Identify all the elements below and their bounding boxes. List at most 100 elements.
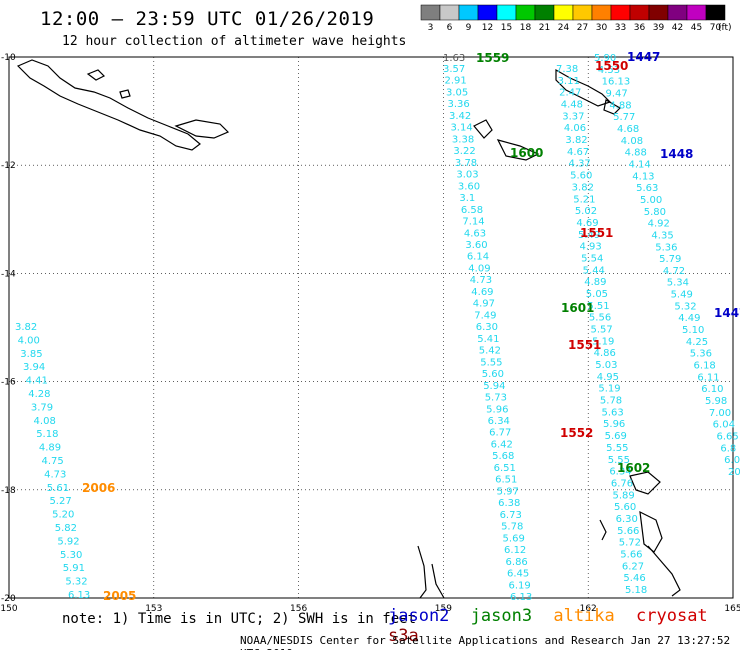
sat-altika: altika <box>553 606 615 626</box>
track-value: 2.91 <box>444 76 466 87</box>
map-subtitle: 12 hour collection of altimeter wave hei… <box>62 34 407 49</box>
track-value: 3.60 <box>458 181 480 192</box>
track-value: 4.73 <box>44 469 66 480</box>
track-value: 4.37 <box>569 159 591 170</box>
coastline <box>629 471 661 495</box>
track-value: 5.78 <box>600 396 622 407</box>
coastline <box>417 545 427 599</box>
time-label: 1552 <box>560 426 593 440</box>
sat-jason2: jason2 <box>388 606 450 626</box>
track-value: 5.19 <box>592 336 614 347</box>
track-value: 4.69 <box>576 218 598 229</box>
track-value: 3.78 <box>455 158 477 169</box>
scale-swatch <box>439 4 460 21</box>
track-value: 4.69 <box>471 287 493 298</box>
time-label: 1601 <box>561 301 594 315</box>
track-value: 4.97 <box>473 299 495 310</box>
track-value: 5.80 <box>644 207 666 218</box>
track-value: 5.55 <box>608 455 630 466</box>
scale-label: 15 <box>501 23 512 33</box>
track-value: 5.60 <box>614 502 636 513</box>
scale-swatch <box>572 4 593 21</box>
scale-swatch <box>667 4 688 21</box>
scale-swatch <box>477 4 498 21</box>
time-label: 2006 <box>82 481 115 495</box>
track-value: 6.45 <box>507 569 529 580</box>
track-value: 5.92 <box>57 536 79 547</box>
scale-label: 21 <box>539 23 550 33</box>
track-value: 4.08 <box>621 136 643 147</box>
track-value: 7.49 <box>474 310 496 321</box>
lon-tick-label: 162 <box>580 604 597 614</box>
track-value: 5.10 <box>682 325 704 336</box>
track-value: 3.85 <box>20 349 42 360</box>
scale-swatch <box>420 4 441 21</box>
lat-tick-label: -10 <box>1 53 16 63</box>
track-value: 6.18 <box>694 361 716 372</box>
track-value: 3.82 <box>565 135 587 146</box>
coastline <box>603 99 621 115</box>
track-value: 4.89 <box>39 443 61 454</box>
track-value: 6.04 <box>713 420 735 431</box>
plot-frame <box>8 56 734 599</box>
track-value: 4.06 <box>564 123 586 134</box>
time-label: 1551 <box>568 338 601 352</box>
track-value: 5.89 <box>612 490 634 501</box>
track-value: 5.97 <box>497 486 519 497</box>
track-value: 4.86 <box>594 348 616 359</box>
track-value: 6.0 <box>724 455 740 466</box>
track-value: 5.60 <box>482 369 504 380</box>
track-value: 6.13 <box>68 590 90 601</box>
sat-s3a: s3a <box>388 626 419 646</box>
track-value: 6.10 <box>701 384 723 395</box>
scale-swatch <box>648 4 669 21</box>
track-value: 6.19 <box>509 580 531 591</box>
coastline <box>431 563 445 599</box>
track-value: 6.27 <box>622 561 644 572</box>
track-value: 1.63 <box>443 53 465 64</box>
track-value: 5.41 <box>477 334 499 345</box>
track-value: 7.00 <box>709 408 731 419</box>
track-value: 9.47 <box>605 88 627 99</box>
lat-tick-label: -14 <box>1 269 16 279</box>
track-value: 4.28 <box>28 389 50 400</box>
time-label: 1559 <box>476 51 509 65</box>
track-value: 4.89 <box>584 277 606 288</box>
lat-tick-label: -20 <box>1 594 16 604</box>
track-value: 5.82 <box>55 523 77 534</box>
track-value: 4.35 <box>651 230 673 241</box>
track-value: 5.90 <box>594 53 616 64</box>
track-value: 5.72 <box>619 538 641 549</box>
scale-label: 18 <box>520 23 532 33</box>
track-value: 5.98 <box>705 396 727 407</box>
track-value: 5.96 <box>603 419 625 430</box>
scale-swatch <box>553 4 574 21</box>
coastline <box>473 119 493 139</box>
track-value: 6.14 <box>467 252 489 263</box>
track-value: 3.57 <box>443 64 465 75</box>
scale-swatch <box>705 4 726 21</box>
time-label: 1550 <box>595 59 628 73</box>
lat-tick-label: -16 <box>1 378 16 388</box>
track-value: 5.36 <box>655 242 677 253</box>
track-value: 3.42 <box>449 111 471 122</box>
track-value: 5.49 <box>578 230 600 241</box>
track-value: 5.42 <box>479 346 501 357</box>
track-value: 5.55 <box>606 443 628 454</box>
track-value: 3.60 <box>465 240 487 251</box>
track-value: 5.61 <box>47 483 69 494</box>
scale-swatch <box>458 4 479 21</box>
track-value: 5.51 <box>587 301 609 312</box>
track-value: 5.02 <box>575 206 597 217</box>
track-value: 3.14 <box>450 123 472 134</box>
track-value: 6.76 <box>611 478 633 489</box>
scale-swatch <box>534 4 555 21</box>
track-value: 3.36 <box>447 99 469 110</box>
scale-label: 9 <box>466 23 472 33</box>
map-title: 12:00 – 23:59 UTC 01/26/2019 <box>40 8 375 30</box>
track-value: 6.38 <box>498 498 520 509</box>
track-value: 5.03 <box>595 360 617 371</box>
track-value: 2.47 <box>559 88 581 99</box>
